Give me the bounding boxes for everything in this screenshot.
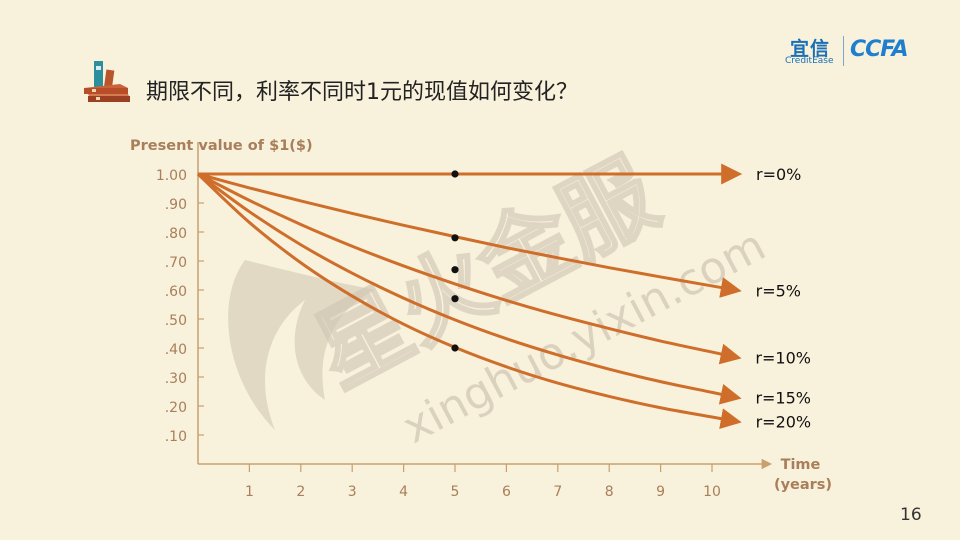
page-number: 16 — [900, 505, 922, 525]
y-axis-label: Present value of $1($) — [130, 138, 313, 154]
tick-labels: .10 .20 .30 .40 .50 .60 .70 .80 .90 1.00 1 2 3 4 5 6 7 8 9… — [156, 168, 721, 500]
series-label-r=5%: r=5% — [756, 281, 801, 300]
binders-icon — [84, 61, 130, 102]
brand-divider — [843, 36, 844, 66]
series-label-r=15%: r=15% — [755, 389, 811, 408]
watermark: 星火金服 xinghuo.yixin.com — [228, 138, 765, 450]
x-tick-label: 7 — [553, 484, 562, 500]
brand-ccfa: CCFA — [850, 37, 909, 62]
y-tick-label: .10 — [165, 429, 187, 445]
series-line-r=5% — [197, 172, 742, 298]
x-axis-label-line2: (years) — [774, 477, 832, 493]
y-tick-label: .60 — [165, 284, 187, 300]
brand-name-en: CreditEase — [785, 56, 834, 66]
series-line-r=10% — [197, 172, 742, 365]
series-marker-r=20% — [451, 344, 459, 352]
x-tick-label: 4 — [399, 484, 408, 500]
y-tick-label: 1.00 — [156, 168, 187, 184]
x-tick-label: 2 — [296, 484, 305, 500]
brand-logo: 宜信 CreditEase CCFA — [782, 34, 932, 70]
x-axis-label-line1: Time — [781, 457, 821, 473]
series-labels: r=0% r=5% r=10% r=15% r=20% — [755, 165, 811, 432]
x-tick-label: 6 — [502, 484, 511, 500]
series-marker-r=10% — [451, 266, 459, 274]
axes — [197, 142, 773, 472]
y-tick-label: .80 — [165, 226, 187, 242]
y-tick-label: .20 — [165, 400, 187, 416]
x-tick-label: 9 — [656, 484, 665, 500]
brand-name-cn: 宜信 — [790, 38, 831, 60]
y-tick-label: .30 — [165, 371, 187, 387]
series-lines — [196, 163, 743, 429]
x-tick-label: 3 — [348, 484, 357, 500]
series-label-r=20%: r=20% — [756, 413, 812, 432]
x-axis-label: Time (years) — [774, 457, 832, 493]
x-tick-label: 5 — [451, 484, 460, 500]
series-marker-r=15% — [451, 295, 459, 303]
y-tick-label: .40 — [165, 342, 187, 358]
series-label-r=0%: r=0% — [756, 165, 801, 184]
x-tick-label: 1 — [245, 484, 254, 500]
y-tick-label: .50 — [165, 313, 187, 329]
series-marker-r=0% — [451, 170, 459, 178]
series-label-r=10%: r=10% — [755, 349, 811, 368]
y-tick-label: .70 — [165, 255, 187, 271]
y-tick-label: .90 — [165, 197, 187, 213]
series-line-r=15% — [197, 172, 742, 405]
x-tick-label: 8 — [605, 484, 614, 500]
series-marker-r=5% — [451, 234, 459, 242]
series-line-r=20% — [196, 172, 742, 429]
x-tick-label: 10 — [703, 484, 721, 500]
slide-title: 期限不同，利率不同时1元的现值如何变化？ — [146, 80, 578, 105]
markers — [451, 170, 459, 352]
